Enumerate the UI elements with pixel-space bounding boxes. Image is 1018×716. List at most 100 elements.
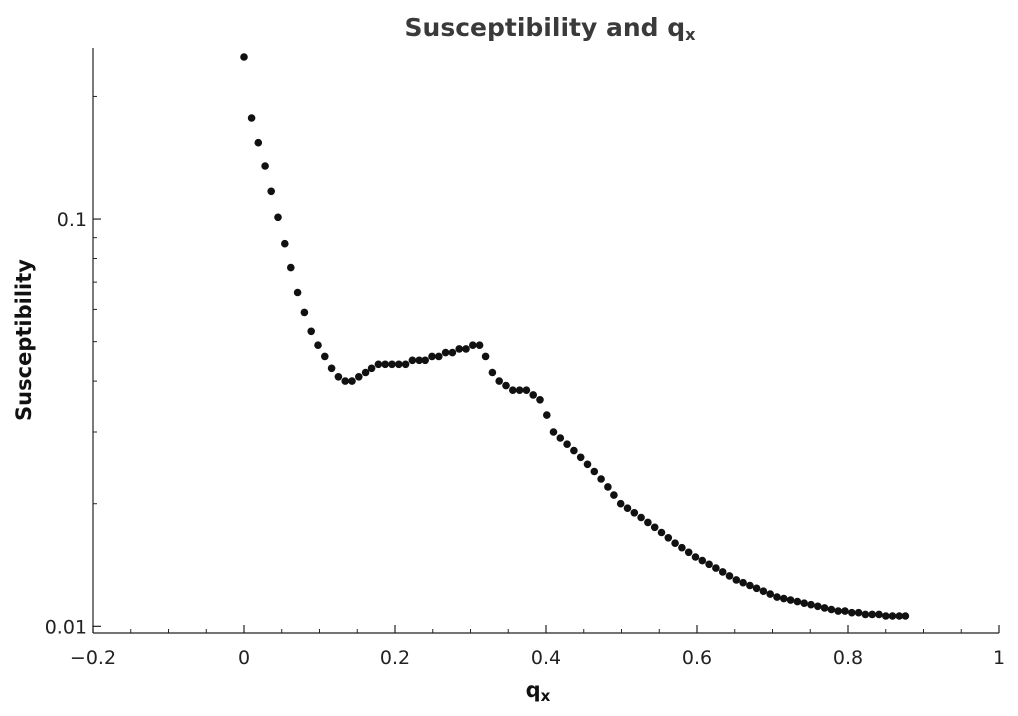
x-tick-label: 0.4 xyxy=(531,647,561,669)
data-point xyxy=(793,597,802,606)
data-point xyxy=(287,263,295,272)
data-point xyxy=(515,386,524,395)
data-point xyxy=(678,543,686,552)
data-point xyxy=(261,162,269,170)
data-point xyxy=(314,341,322,350)
data-point xyxy=(469,341,477,350)
data-point xyxy=(334,373,343,381)
data-point xyxy=(495,377,504,385)
data-point xyxy=(671,539,679,547)
y-tick-label: 0.1 xyxy=(57,209,87,231)
data-point xyxy=(705,560,713,569)
x-tick-label: −0.2 xyxy=(70,647,116,669)
data-point xyxy=(395,360,403,369)
data-point xyxy=(854,608,863,617)
data-point xyxy=(455,345,464,353)
data-point xyxy=(300,308,309,317)
data-point xyxy=(240,53,248,61)
axis-ticks: −0.2 0 0.2 0.4 0.6 0.8 1 0.01 0.1 xyxy=(45,95,1005,669)
data-point xyxy=(556,434,565,442)
data-point xyxy=(657,528,666,537)
data-point xyxy=(293,288,302,297)
x-tick-label: 0 xyxy=(238,647,250,669)
data-point xyxy=(543,411,551,419)
data-point xyxy=(381,360,390,369)
data-point xyxy=(529,391,537,399)
data-point xyxy=(888,612,897,620)
data-point xyxy=(875,610,883,619)
data-point xyxy=(752,584,761,593)
data-point xyxy=(502,381,510,390)
data-point xyxy=(267,187,276,196)
data-point xyxy=(691,553,700,561)
data-point xyxy=(522,386,531,395)
x-axis-label: qx xyxy=(526,678,551,705)
data-point xyxy=(421,356,430,365)
data-point xyxy=(841,607,849,615)
x-tick-label: 0.2 xyxy=(380,647,410,669)
data-point xyxy=(814,602,822,611)
data-point xyxy=(462,345,470,353)
data-point xyxy=(895,612,904,620)
data-point xyxy=(616,499,625,508)
data-point xyxy=(361,368,370,377)
data-point xyxy=(834,607,842,615)
data-point xyxy=(435,352,443,361)
data-point xyxy=(401,360,410,369)
y-axis-label: Susceptibility xyxy=(12,259,36,421)
data-point xyxy=(408,356,417,365)
data-point xyxy=(348,377,356,385)
data-point xyxy=(415,356,424,365)
data-point xyxy=(780,594,788,603)
data-point xyxy=(630,509,639,517)
plot-area: −0.2 0 0.2 0.4 0.6 0.8 1 0.01 0.1 xyxy=(45,48,1005,669)
data-point xyxy=(307,327,316,336)
chart-title: Susceptibility and qx xyxy=(405,13,697,44)
x-tick-label: 1 xyxy=(993,647,1005,669)
data-point xyxy=(712,564,720,572)
data-point xyxy=(604,483,612,491)
data-point xyxy=(827,605,836,614)
data-point xyxy=(650,523,659,532)
chart-title-subscript: x xyxy=(685,25,696,44)
data-point xyxy=(570,446,578,455)
data-point xyxy=(247,114,256,122)
data-point xyxy=(274,213,282,222)
data-point xyxy=(281,239,289,248)
data-point xyxy=(725,572,734,580)
data-point xyxy=(355,373,363,381)
data-point xyxy=(766,590,774,598)
data-point xyxy=(597,475,605,483)
data-point xyxy=(848,608,856,617)
y-tick-label: 0.01 xyxy=(45,616,87,638)
data-point xyxy=(644,518,652,527)
data-point xyxy=(488,368,497,377)
x-axis-label-main: q xyxy=(526,678,541,702)
data-point xyxy=(698,556,707,565)
data-point xyxy=(549,428,558,436)
chart-title-main: Susceptibility and q xyxy=(405,13,686,42)
data-point xyxy=(664,534,673,542)
data-point xyxy=(327,364,336,373)
data-points xyxy=(240,53,910,620)
data-point xyxy=(583,460,592,469)
data-point xyxy=(367,364,376,373)
data-point xyxy=(882,612,890,620)
data-point xyxy=(441,348,450,357)
data-point xyxy=(746,581,754,590)
data-point xyxy=(820,604,829,612)
data-point xyxy=(861,610,870,619)
data-point xyxy=(800,599,808,607)
data-point xyxy=(374,360,383,369)
data-point xyxy=(388,360,396,369)
data-point xyxy=(341,377,350,385)
data-point xyxy=(254,138,263,147)
data-point xyxy=(563,440,571,449)
data-point xyxy=(590,467,599,476)
x-axis-label-subscript: x xyxy=(541,687,551,705)
data-point xyxy=(807,600,815,609)
data-point xyxy=(610,491,618,499)
x-tick-label: 0.6 xyxy=(682,647,712,669)
data-point xyxy=(684,548,693,557)
